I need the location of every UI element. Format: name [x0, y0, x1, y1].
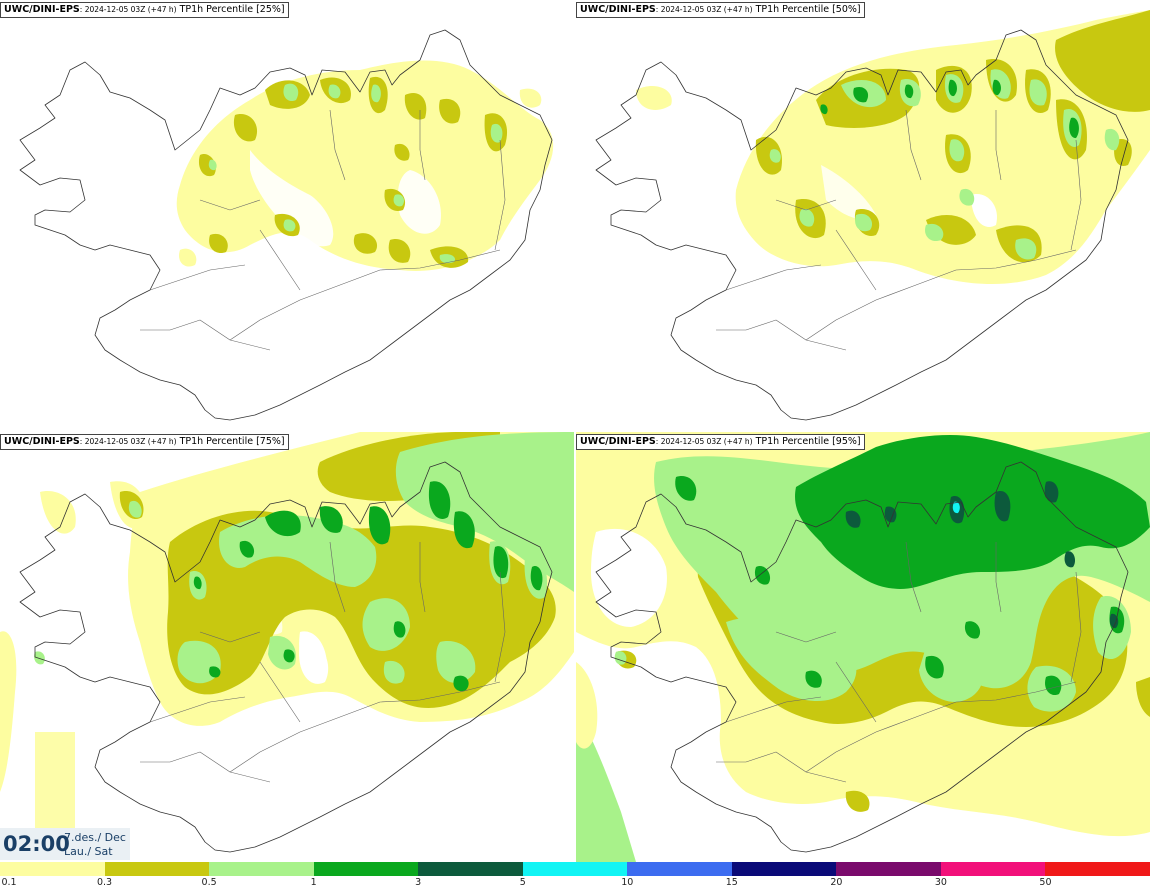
model-name: UWC/DINI-EPS	[4, 4, 80, 15]
colorbar-tick-label: 0.3	[96, 877, 113, 888]
run-date: : 2024-12-05 03Z (+47 h)	[655, 437, 753, 446]
coastline	[595, 29, 1129, 421]
colorbar-segment	[418, 862, 524, 876]
coastline	[595, 461, 1129, 853]
precipitation-map	[19, 29, 554, 421]
colorbar-tick-label: 20	[830, 877, 843, 888]
colorbar-segment	[627, 862, 733, 876]
model-name: UWC/DINI-EPS	[580, 4, 656, 15]
colorbar-segment	[209, 862, 315, 876]
colorbar-segment	[0, 862, 106, 876]
precipitation-map	[0, 432, 574, 853]
run-date: : 2024-12-05 03Z (+47 h)	[79, 437, 177, 446]
colorbar-segment	[1045, 862, 1150, 876]
valid-date: 7.des./ Dec	[64, 831, 126, 844]
run-date: : 2024-12-05 03Z (+47 h)	[79, 5, 177, 14]
map-panel-p75: UWC/DINI-EPS: 2024-12-05 03Z (+47 h) TP1…	[0, 432, 574, 862]
colorbar-segment	[104, 862, 210, 876]
colorbar-tick-label: 15	[725, 877, 738, 888]
map-panel-p25: UWC/DINI-EPS: 2024-12-05 03Z (+47 h) TP1…	[0, 0, 574, 430]
map-panel-p50: UWC/DINI-EPS: 2024-12-05 03Z (+47 h) TP1…	[576, 0, 1150, 430]
valid-time-clock: 02:00	[3, 832, 70, 856]
map-panel-p95: UWC/DINI-EPS: 2024-12-05 03Z (+47 h) TP1…	[576, 432, 1150, 862]
panel-title: UWC/DINI-EPS: 2024-12-05 03Z (+47 h) TP1…	[576, 2, 865, 18]
model-name: UWC/DINI-EPS	[580, 436, 656, 447]
field-name: TP1h Percentile [25%]	[176, 4, 285, 15]
precipitation-map	[595, 10, 1150, 421]
precip-layer	[0, 432, 574, 832]
precip-layer	[176, 60, 554, 271]
field-name: TP1h Percentile [50%]	[752, 4, 861, 15]
precipitation-colorbar	[0, 862, 1150, 876]
run-date: : 2024-12-05 03Z (+47 h)	[655, 5, 753, 14]
colorbar-segment	[940, 862, 1046, 876]
colorbar-tick-label: 10	[621, 877, 634, 888]
colorbar-segment	[836, 862, 942, 876]
colorbar-tick-label: 0.5	[201, 877, 217, 888]
panel-title: UWC/DINI-EPS: 2024-12-05 03Z (+47 h) TP1…	[0, 2, 289, 18]
precip-layer	[576, 432, 1150, 862]
field-name: TP1h Percentile [75%]	[176, 436, 285, 447]
colorbar-tick-label: 30	[934, 877, 947, 888]
valid-day: Lau./ Sat	[64, 845, 113, 858]
colorbar-segment	[313, 862, 419, 876]
panel-title: UWC/DINI-EPS: 2024-12-05 03Z (+47 h) TP1…	[576, 434, 865, 450]
colorbar-tick-label: 50	[1039, 877, 1052, 888]
colorbar-tick-label: 0.1	[1, 877, 17, 888]
colorbar-segment	[731, 862, 837, 876]
colorbar-tick-label: 1	[310, 877, 317, 888]
panel-title: UWC/DINI-EPS: 2024-12-05 03Z (+47 h) TP1…	[0, 434, 289, 450]
coastline	[19, 29, 553, 421]
colorbar-tick-label: 5	[519, 877, 526, 888]
precip-layer	[636, 10, 1150, 285]
precipitation-map	[576, 432, 1150, 862]
model-name: UWC/DINI-EPS	[4, 436, 80, 447]
colorbar-segment	[522, 862, 628, 876]
panel-divider-horizontal	[0, 430, 1150, 432]
field-name: TP1h Percentile [95%]	[752, 436, 861, 447]
colorbar-tick-label: 3	[415, 877, 422, 888]
coastline	[19, 461, 553, 853]
valid-time-box: 02:00 7.des./ Dec Lau./ Sat	[0, 828, 130, 860]
